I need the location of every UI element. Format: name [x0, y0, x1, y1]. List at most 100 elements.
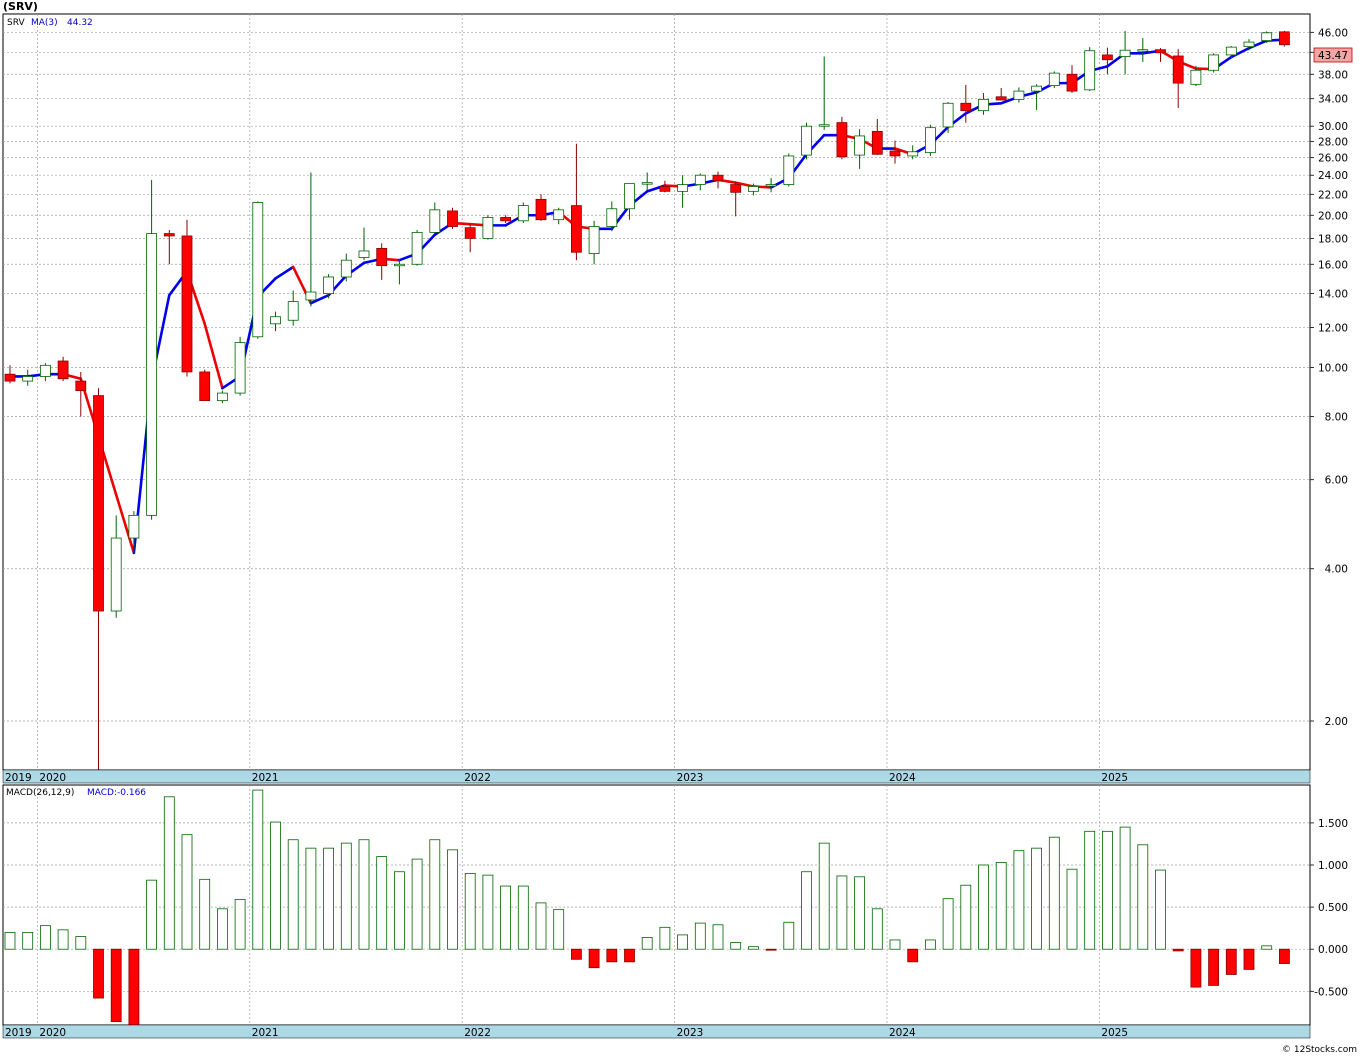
- candle-body: [287, 301, 299, 321]
- macd-bar: [482, 874, 494, 950]
- candle-body: [1243, 41, 1255, 48]
- macd-bar: [1172, 948, 1184, 952]
- macd-bar: [57, 929, 69, 950]
- macd-bar: [216, 908, 228, 950]
- macd-bar: [783, 921, 795, 950]
- candle-body: [925, 127, 936, 154]
- year-label: 2019: [5, 772, 32, 784]
- candle-body: [447, 210, 458, 227]
- macd-bar: [270, 821, 281, 950]
- macd-bar: [1279, 948, 1290, 964]
- year-label: 2024: [889, 772, 916, 784]
- macd-bar: [429, 839, 441, 950]
- price-tick-label: 46.00: [1318, 27, 1348, 39]
- candle-body: [960, 102, 972, 112]
- ma-segment: [203, 322, 224, 390]
- candle-body: [677, 184, 688, 192]
- macd-bar: [871, 908, 883, 950]
- candle-body: [482, 217, 494, 239]
- candle-body: [836, 122, 848, 158]
- macd-bar: [571, 948, 582, 960]
- macd-bar: [659, 926, 671, 950]
- legend-ma-value: 44.32: [67, 18, 93, 28]
- price-tick-label: 38.00: [1318, 69, 1348, 81]
- price-tick-label: 16.00: [1318, 259, 1348, 271]
- macd-bar: [606, 948, 618, 963]
- year-label: 2025: [1101, 772, 1128, 784]
- macd-bar: [712, 924, 724, 950]
- candle-body: [641, 182, 653, 185]
- year-label: 2021: [252, 1027, 279, 1039]
- macd-bar: [1243, 948, 1255, 970]
- candle-body: [1155, 49, 1166, 54]
- candle-body: [1048, 72, 1060, 86]
- candle-body: [1208, 54, 1219, 71]
- macd-bar: [801, 871, 812, 950]
- price-tick-label: 34.00: [1318, 94, 1348, 106]
- ma-segment: [274, 265, 295, 280]
- candle-body: [995, 96, 1007, 101]
- legend-macd-value: MACD:-0.166: [87, 788, 146, 798]
- candle-body: [712, 174, 724, 182]
- candle-body: [1261, 32, 1273, 41]
- candle-body: [110, 537, 122, 612]
- macd-bar: [305, 847, 317, 950]
- year-label: 2022: [464, 772, 491, 784]
- legend-macd-label: MACD(26,12,9): [6, 788, 74, 798]
- macd-bar: [535, 902, 547, 950]
- ma-segment: [1230, 46, 1251, 59]
- chart-title: (SRV): [3, 0, 38, 13]
- macd-bar: [889, 939, 901, 950]
- year-label: 2021: [252, 772, 279, 784]
- candle-body: [358, 250, 370, 258]
- candle-body: [1066, 73, 1078, 92]
- candle-body: [818, 124, 830, 127]
- price-tick-label: 2.00: [1325, 716, 1348, 728]
- year-labels-price: 2019 2020 2021 2022 2023 2024 2025: [5, 772, 1128, 784]
- candlesticks: [4, 30, 1290, 770]
- candle-body: [500, 217, 512, 222]
- legend-ma-label: MA(3): [31, 18, 58, 28]
- macd-bar: [128, 948, 140, 1026]
- candle-body: [40, 364, 51, 377]
- year-label: 2020: [39, 1027, 66, 1039]
- macd-bar: [1261, 945, 1273, 950]
- macd-bar: [748, 946, 759, 950]
- price-tick-label: 28.00: [1318, 136, 1348, 148]
- candle-body: [694, 174, 706, 185]
- candle-body: [978, 98, 989, 112]
- candle-body: [393, 263, 405, 267]
- candle-body: [323, 276, 335, 294]
- macd-tick-label: 1.500: [1318, 818, 1348, 830]
- candle-body: [1102, 54, 1113, 61]
- ma-segment: [114, 493, 136, 555]
- source-credit: © 12Stocks.com: [1282, 1045, 1357, 1055]
- macd-bar: [1031, 847, 1042, 950]
- candle-body: [163, 233, 175, 237]
- x-axis-strip: [2, 769, 1311, 784]
- macd-tick-label: -0.500: [1314, 986, 1348, 998]
- macd-bar: [942, 898, 954, 950]
- macd-bar: [1155, 869, 1166, 950]
- macd-bar: [464, 873, 476, 950]
- macd-bar: [252, 789, 264, 950]
- macd-bar: [1102, 830, 1113, 950]
- candle-body: [305, 291, 317, 301]
- candle-body: [376, 247, 388, 267]
- macd-bar: [641, 937, 653, 950]
- macd-bar: [553, 909, 565, 950]
- macd-bar: [730, 942, 742, 950]
- candle-body: [889, 150, 901, 157]
- candle-body: [535, 198, 547, 221]
- candle-body: [748, 186, 759, 192]
- macd-bar: [75, 936, 87, 950]
- candle-body: [588, 226, 600, 254]
- price-tick-label: 22.00: [1318, 189, 1348, 201]
- price-tick-label: 26.00: [1318, 153, 1348, 165]
- candle-body: [783, 155, 795, 185]
- candle-body: [1084, 50, 1096, 91]
- candle-body: [624, 183, 635, 210]
- candle-body: [871, 130, 883, 155]
- macd-bar: [22, 931, 34, 950]
- price-tick-label: 30.00: [1318, 121, 1348, 133]
